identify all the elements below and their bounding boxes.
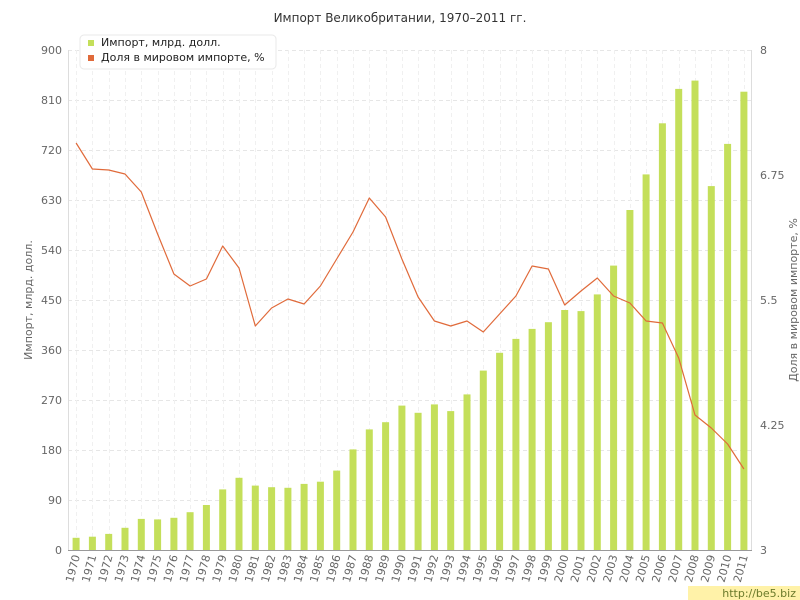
bar[interactable] — [577, 311, 585, 550]
y2-tick-label: 8 — [760, 44, 767, 57]
bar[interactable] — [658, 123, 666, 551]
bar[interactable] — [105, 533, 113, 550]
watermark-link[interactable]: http://be5.biz — [722, 587, 796, 600]
bar[interactable] — [724, 143, 732, 550]
bar[interactable] — [463, 394, 471, 550]
y-tick-label: 360 — [41, 344, 62, 357]
bar[interactable] — [365, 429, 373, 550]
bar[interactable] — [349, 449, 357, 550]
bar[interactable] — [610, 265, 618, 550]
bar[interactable] — [88, 536, 96, 550]
bar[interactable] — [121, 527, 129, 550]
bar[interactable] — [430, 404, 438, 550]
bar[interactable] — [202, 505, 210, 550]
y2-tick-label: 6.75 — [760, 169, 785, 182]
y-tick-label: 630 — [41, 194, 62, 207]
bar[interactable] — [675, 88, 683, 551]
legend-box — [79, 34, 277, 70]
bar[interactable] — [447, 411, 455, 550]
bar[interactable] — [137, 518, 145, 550]
y-tick-label: 540 — [41, 244, 62, 257]
bar[interactable] — [219, 489, 227, 550]
bar[interactable] — [72, 537, 80, 550]
bar[interactable] — [626, 210, 634, 550]
y-tick-label: 90 — [48, 494, 62, 507]
y-tick-label: 270 — [41, 394, 62, 407]
bar[interactable] — [707, 186, 715, 550]
bar[interactable] — [398, 405, 406, 550]
bar[interactable] — [382, 422, 390, 550]
bar[interactable] — [740, 91, 748, 550]
y-axis-title-left: Импорт, млрд. долл. — [22, 240, 35, 360]
bar[interactable] — [528, 328, 536, 550]
bar[interactable] — [414, 412, 422, 550]
watermark-bg — [688, 586, 800, 600]
y-ticks-right: 3 4.25 5.5 6.75 8 — [760, 44, 785, 557]
bars — [72, 80, 748, 551]
legend-swatch-share — [88, 55, 94, 61]
bar[interactable] — [300, 483, 308, 550]
y2-tick-label: 5.5 — [760, 294, 778, 307]
y-tick-label: 720 — [41, 144, 62, 157]
x-ticks: 1970197119721973197419751976197719781979… — [63, 553, 751, 583]
bar[interactable] — [691, 80, 699, 550]
bar[interactable] — [642, 174, 650, 550]
bar[interactable] — [496, 352, 504, 550]
y2-tick-label: 4.25 — [760, 419, 785, 432]
share-line-path[interactable] — [75, 142, 745, 470]
share-line — [75, 142, 745, 470]
chart-title: Импорт Великобритании, 1970–2011 гг. — [274, 11, 527, 25]
y-tick-label: 900 — [41, 44, 62, 57]
bar[interactable] — [333, 470, 341, 550]
bar[interactable] — [479, 370, 487, 550]
y-tick-label: 450 — [41, 294, 62, 307]
bar[interactable] — [251, 485, 259, 550]
bar[interactable] — [268, 487, 276, 550]
bar[interactable] — [561, 310, 569, 550]
bar[interactable] — [154, 519, 162, 550]
bar[interactable] — [284, 487, 292, 550]
legend-label-import[interactable]: Импорт, млрд. долл. — [101, 36, 221, 49]
bar[interactable] — [593, 294, 601, 550]
bar[interactable] — [170, 517, 178, 550]
legend[interactable]: Импорт, млрд. долл. Доля в мировом импор… — [79, 34, 277, 70]
y-ticks-left: 0 90 180 270 360 450 540 630 720 810 900 — [41, 44, 62, 557]
bar[interactable] — [544, 322, 552, 550]
y2-tick-label: 3 — [760, 544, 767, 557]
bar[interactable] — [235, 477, 243, 550]
bar[interactable] — [316, 481, 324, 550]
watermark[interactable]: http://be5.biz — [688, 586, 800, 600]
y-tick-label: 0 — [55, 544, 62, 557]
bar[interactable] — [512, 338, 520, 550]
y-tick-label: 180 — [41, 444, 62, 457]
legend-swatch-import — [88, 40, 94, 46]
bar[interactable] — [186, 512, 194, 550]
legend-label-share[interactable]: Доля в мировом импорте, % — [101, 51, 265, 64]
y-tick-label: 810 — [41, 94, 62, 107]
y-axis-title-right: Доля в мировом импорте, % — [787, 218, 800, 382]
